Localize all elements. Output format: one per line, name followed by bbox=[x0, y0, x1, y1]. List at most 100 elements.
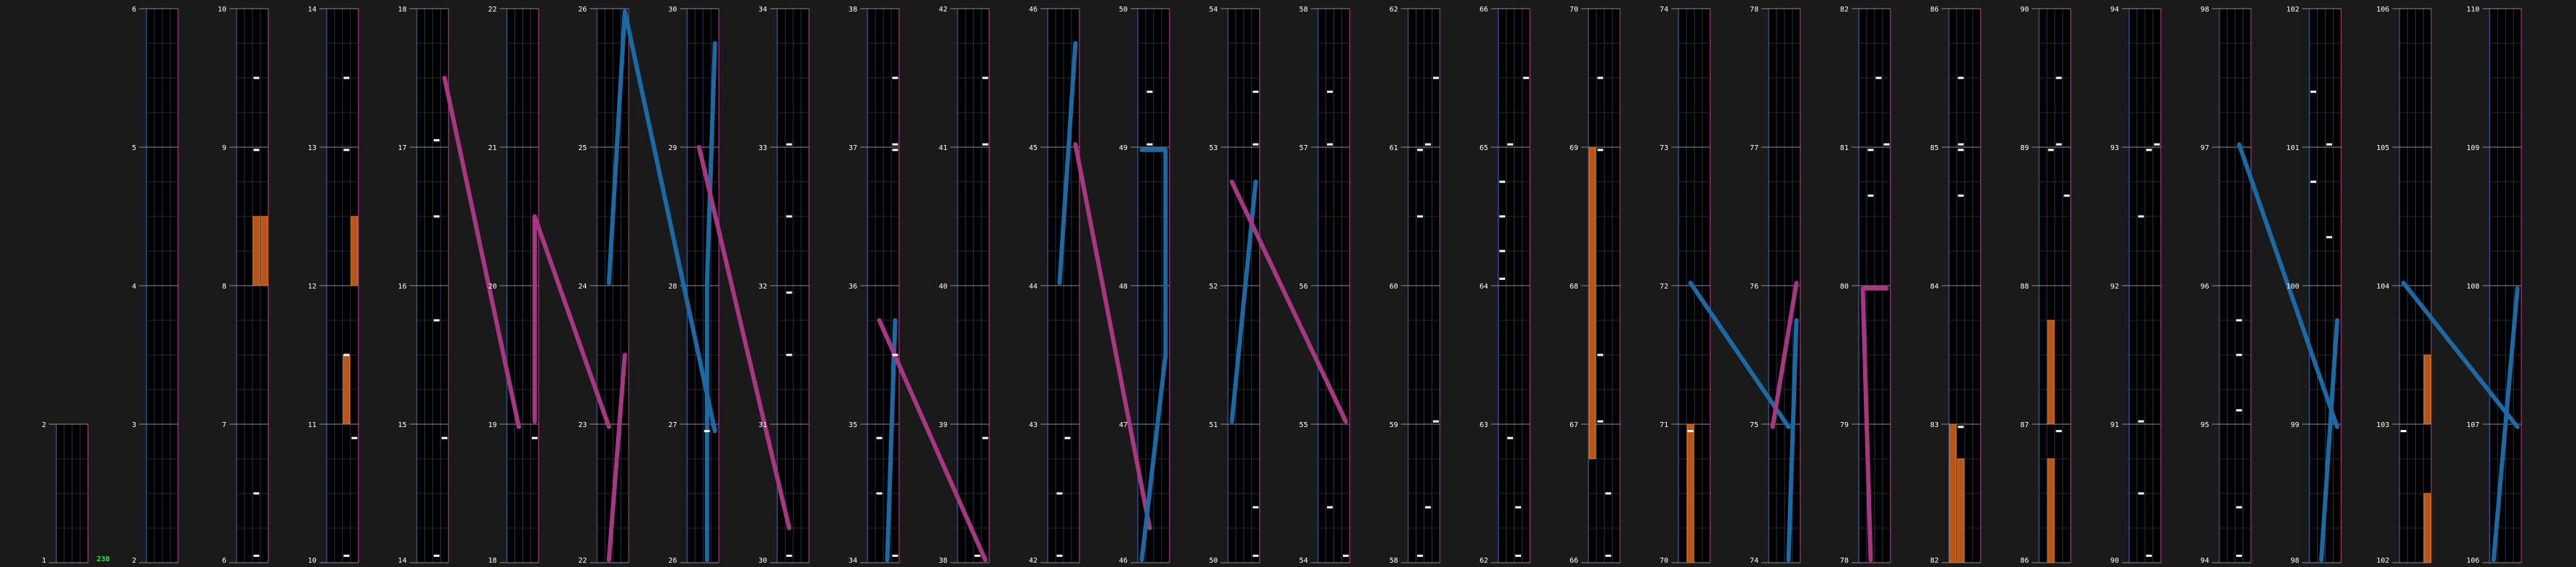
tap-note bbox=[2056, 76, 2062, 79]
measure-number: 73 bbox=[1660, 144, 1668, 152]
measure-number: 74 bbox=[1660, 6, 1668, 14]
measure-number: 89 bbox=[2020, 144, 2029, 152]
measure-number: 10 bbox=[308, 557, 317, 565]
tap-note bbox=[1958, 194, 1964, 197]
measure-number: 22 bbox=[488, 6, 496, 14]
measure-number: 62 bbox=[1479, 557, 1488, 565]
measure-number: 68 bbox=[1569, 283, 1578, 291]
tap-note bbox=[253, 149, 260, 151]
tap-note bbox=[343, 149, 350, 151]
measure-number: 106 bbox=[2466, 557, 2479, 565]
tap-note bbox=[1515, 506, 1521, 509]
hold-note bbox=[253, 216, 260, 286]
measure-number: 109 bbox=[2466, 144, 2479, 152]
measure-number: 104 bbox=[2376, 283, 2389, 291]
tap-note bbox=[1327, 506, 1333, 509]
tap-note bbox=[876, 436, 882, 439]
slide-note bbox=[704, 41, 717, 563]
measure-number: 63 bbox=[1479, 421, 1488, 429]
tap-note bbox=[1425, 506, 1431, 509]
measure-number: 66 bbox=[1479, 6, 1488, 14]
measure-number: 56 bbox=[1300, 283, 1308, 291]
tap-note bbox=[1327, 143, 1333, 146]
tap-note bbox=[2236, 353, 2243, 356]
hold-note bbox=[2423, 493, 2431, 563]
tap-note bbox=[1147, 90, 1153, 93]
measure-number: 26 bbox=[578, 6, 587, 14]
measure-number: 94 bbox=[2111, 6, 2119, 14]
measure-number: 2 bbox=[42, 421, 46, 429]
slide-note bbox=[2401, 281, 2520, 429]
measure-number: 110 bbox=[2466, 6, 2479, 14]
tap-note bbox=[1958, 143, 1964, 146]
measure-number: 35 bbox=[849, 421, 857, 429]
tap-note bbox=[1425, 143, 1431, 146]
measure-number: 46 bbox=[1119, 557, 1128, 565]
tap-note bbox=[974, 554, 981, 557]
tap-note bbox=[2048, 149, 2054, 151]
measure-number: 37 bbox=[849, 144, 857, 152]
tap-note bbox=[2326, 143, 2332, 146]
measure-number: 80 bbox=[1840, 283, 1849, 291]
measure-number: 17 bbox=[398, 144, 407, 152]
tap-note bbox=[892, 149, 898, 151]
measure-number: 81 bbox=[1840, 144, 1849, 152]
measure-number: 20 bbox=[488, 283, 496, 291]
tap-note bbox=[1253, 506, 1259, 509]
tap-note bbox=[1327, 90, 1333, 93]
measure-number: 42 bbox=[939, 6, 947, 14]
measure-number: 88 bbox=[2020, 283, 2029, 291]
measure-number: 30 bbox=[668, 6, 677, 14]
measure-number: 91 bbox=[2111, 421, 2119, 429]
tap-note bbox=[1875, 76, 1882, 79]
measure-number: 18 bbox=[398, 6, 407, 14]
measure-number: 82 bbox=[1930, 557, 1939, 565]
tap-note bbox=[253, 492, 260, 495]
slide-note bbox=[1057, 41, 1078, 286]
measure-number: 6 bbox=[132, 6, 136, 14]
tap-note bbox=[2154, 143, 2160, 146]
tap-note bbox=[1597, 420, 1603, 423]
measure-number: 24 bbox=[578, 283, 587, 291]
tap-note bbox=[1687, 430, 1694, 433]
measure-number: 105 bbox=[2376, 144, 2389, 152]
slide-note bbox=[696, 145, 792, 530]
tap-note bbox=[253, 554, 260, 557]
tap-note bbox=[892, 143, 898, 146]
measure-number: 34 bbox=[758, 6, 767, 14]
tap-note bbox=[1605, 492, 1611, 495]
tap-note bbox=[786, 291, 792, 294]
tap-note bbox=[442, 436, 448, 439]
measure-number: 61 bbox=[1389, 144, 1398, 152]
measure-number: 60 bbox=[1389, 283, 1398, 291]
tap-note bbox=[2146, 149, 2152, 151]
tap-note bbox=[2146, 554, 2152, 557]
measure-number: 36 bbox=[849, 283, 857, 291]
tap-note bbox=[1056, 554, 1063, 557]
measure-number: 46 bbox=[1029, 6, 1038, 14]
tap-note bbox=[2400, 430, 2406, 433]
tap-note bbox=[1433, 76, 1439, 79]
slide-note bbox=[1688, 281, 1791, 429]
measure-number: 90 bbox=[2111, 557, 2119, 565]
tap-note bbox=[786, 353, 792, 356]
measure-number: 98 bbox=[2201, 6, 2209, 14]
tap-note bbox=[876, 492, 882, 495]
tap-note bbox=[1523, 76, 1529, 79]
tap-note bbox=[1597, 76, 1603, 79]
measure-number: 51 bbox=[1209, 421, 1218, 429]
measure-number: 62 bbox=[1389, 6, 1398, 14]
measure-number: 85 bbox=[1930, 144, 1939, 152]
measure-number: 54 bbox=[1300, 557, 1308, 565]
tap-note bbox=[2236, 409, 2243, 412]
slide-note bbox=[1860, 286, 1889, 563]
measure-number: 38 bbox=[849, 6, 857, 14]
measure-number: 38 bbox=[939, 557, 947, 565]
tap-note bbox=[2326, 236, 2332, 239]
slide-note bbox=[885, 318, 898, 563]
measure-number: 66 bbox=[1569, 557, 1578, 565]
measure-number: 98 bbox=[2290, 557, 2299, 565]
hold-note bbox=[260, 216, 268, 286]
